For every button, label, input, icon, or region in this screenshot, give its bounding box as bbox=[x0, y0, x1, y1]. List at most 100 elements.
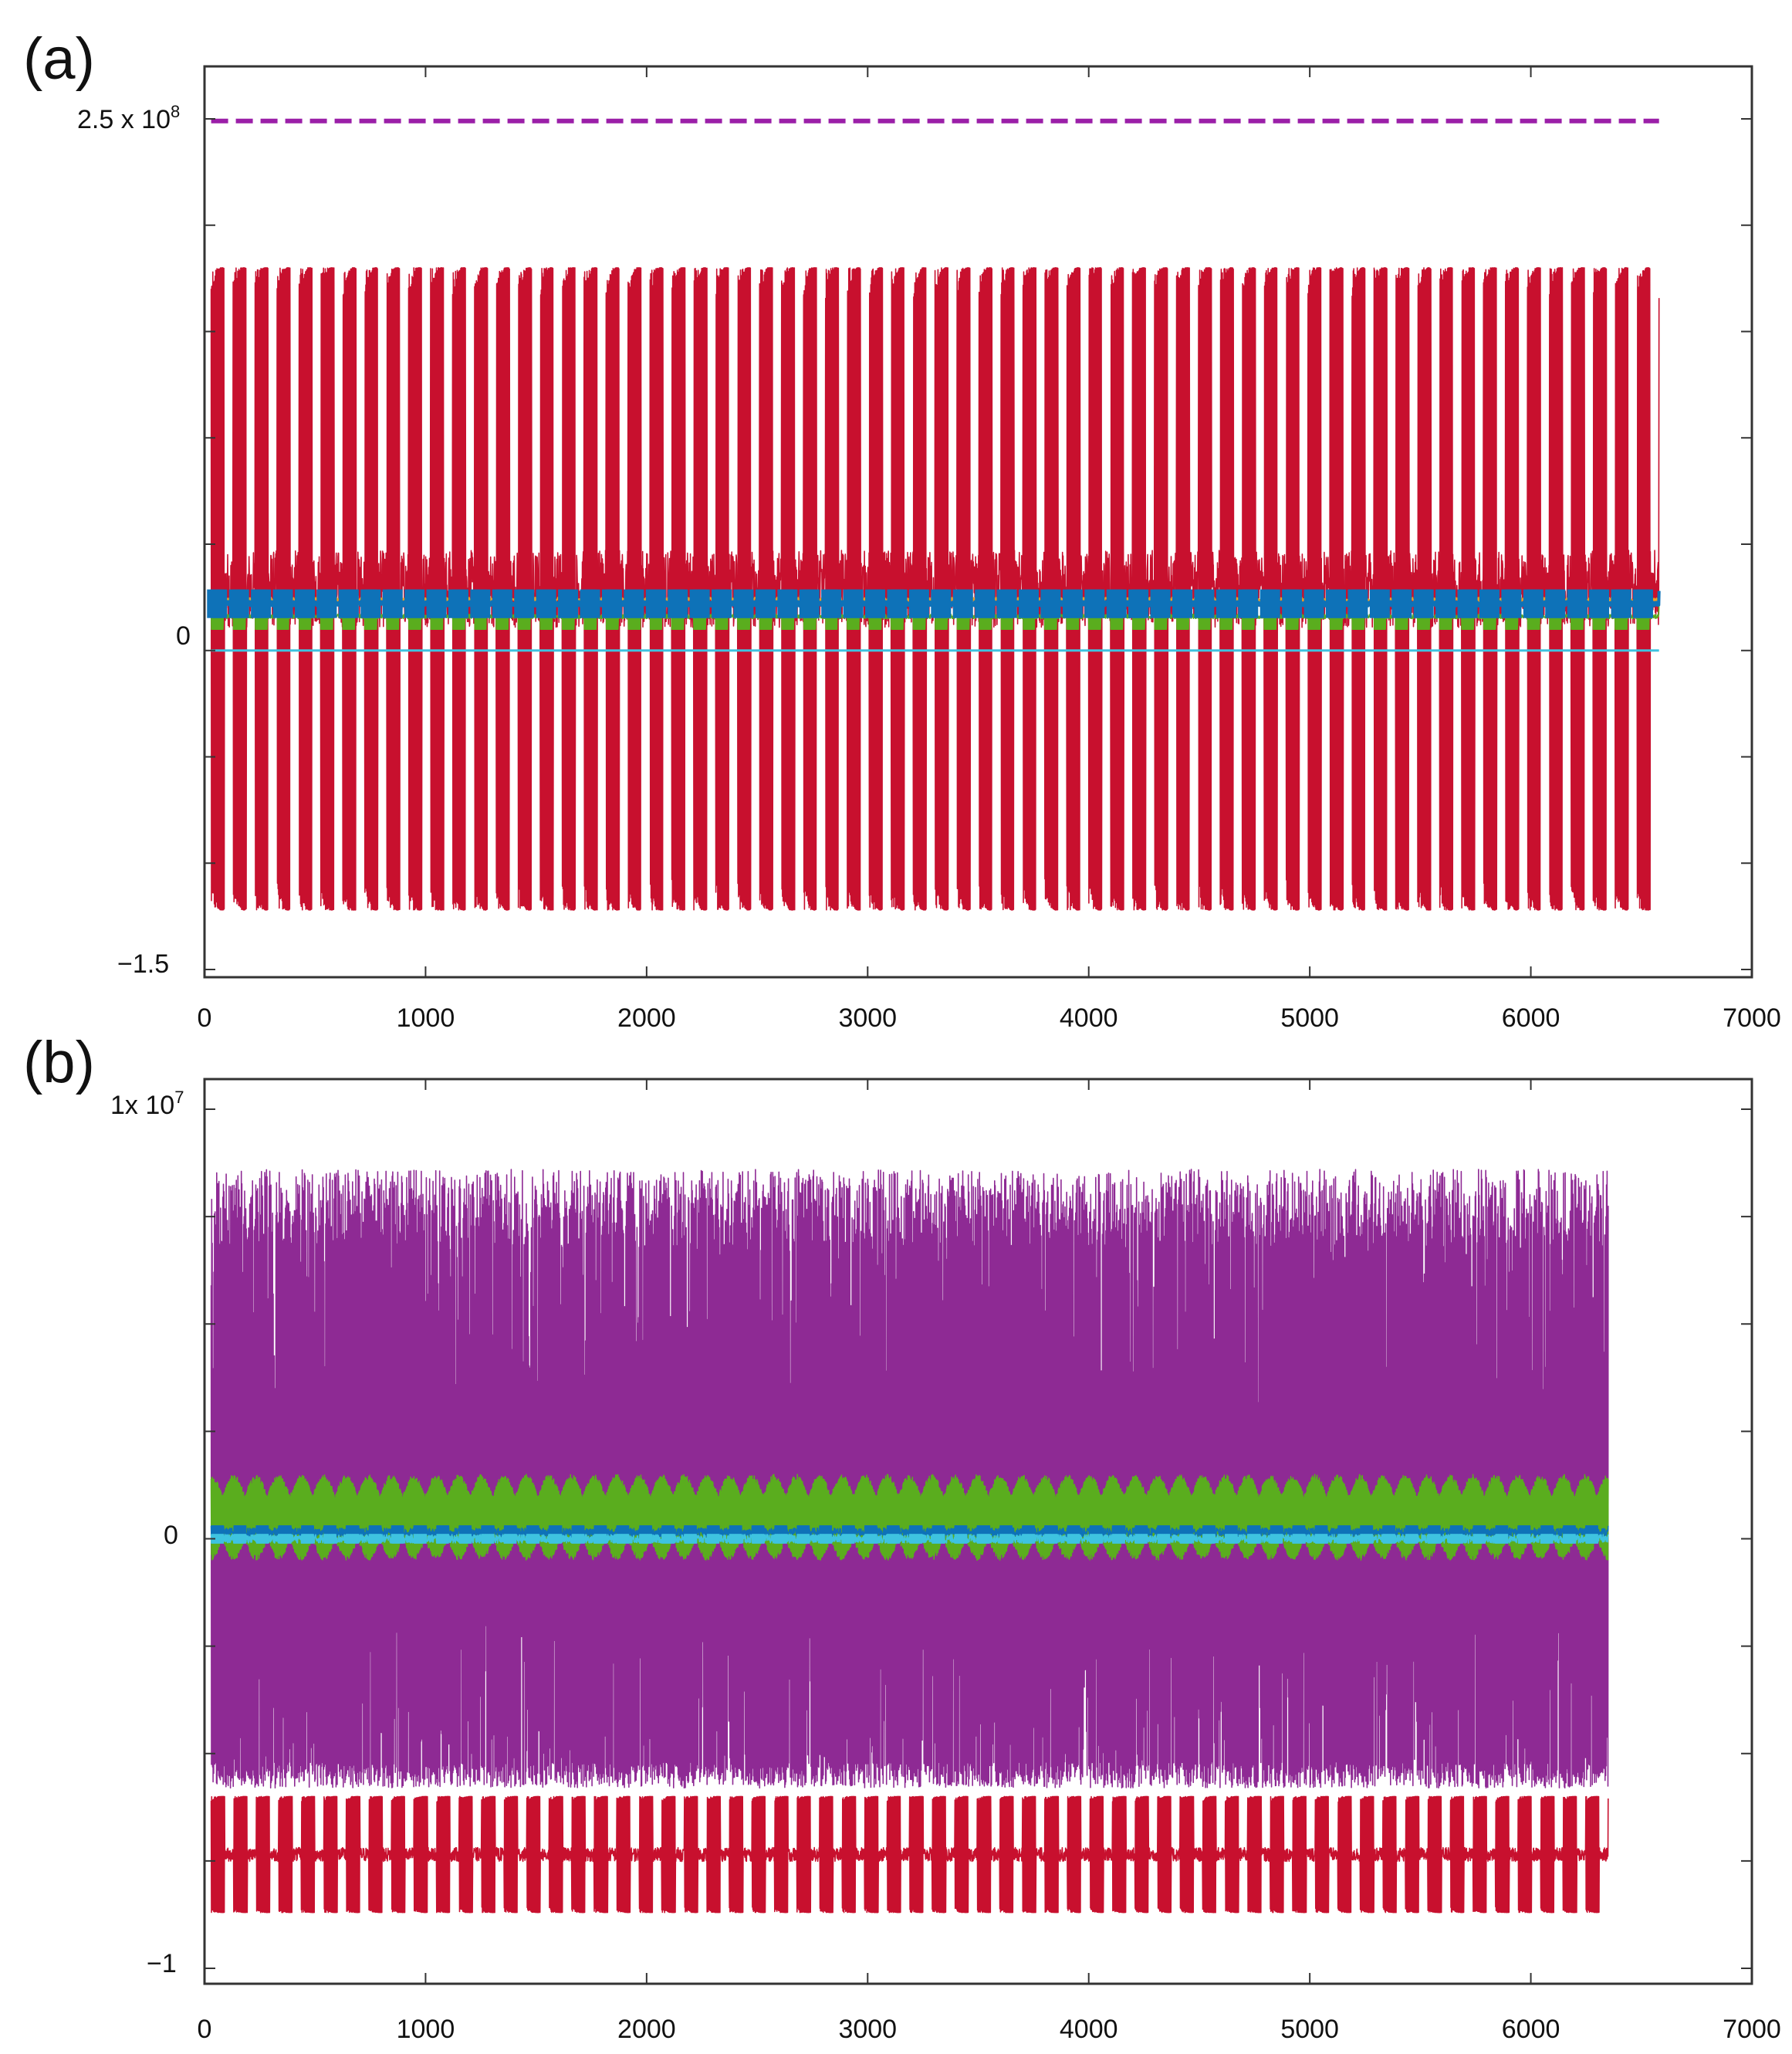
panel-a-blue-block bbox=[251, 589, 272, 618]
panel-b-frame bbox=[203, 1078, 1753, 1985]
panel-b-series-red-oscillation bbox=[210, 1795, 1609, 1914]
panel-b-chart: (b) 0 1000 2000 3000 4000 5000 6000 7000 1x 107… bbox=[23, 1030, 1781, 2044]
panel-b-label: (b) bbox=[23, 1030, 95, 1095]
panel-a-blue-block bbox=[1238, 589, 1259, 618]
panel-b-x-tick-label: 2000 bbox=[617, 2015, 676, 2044]
panel-a-blue-block bbox=[1457, 589, 1478, 618]
panel-a-blue-block bbox=[1391, 589, 1412, 618]
panel-a-blue-block bbox=[1632, 589, 1653, 618]
panel-a-x-tick-label: 0 bbox=[198, 1003, 212, 1033]
panel-a-blue-block bbox=[1567, 589, 1587, 618]
panel-b-x-ticks: 0 1000 2000 3000 4000 5000 6000 7000 bbox=[198, 1079, 1781, 2044]
panel-b-y-tick-zero: 0 bbox=[164, 1521, 178, 1550]
panel-a-blue-block bbox=[558, 589, 579, 618]
panel-a-blue-block bbox=[294, 589, 315, 618]
panel-a-x-tick-label: 5000 bbox=[1280, 1003, 1339, 1033]
panel-a-blue-block bbox=[1172, 589, 1193, 618]
panel-a-blue-block bbox=[1589, 589, 1610, 618]
panel-a-x-tick-label: 6000 bbox=[1502, 1003, 1560, 1033]
panel-a-blue-block bbox=[689, 589, 710, 618]
panel-b-x-tick-label: 3000 bbox=[838, 2015, 897, 2044]
panel-a-blue-block bbox=[316, 589, 337, 618]
panel-a-blue-block bbox=[1128, 589, 1149, 618]
panel-b-y-ticks bbox=[205, 1108, 1752, 1969]
panel-a-x-tick-label: 3000 bbox=[838, 1003, 897, 1033]
panel-a-blue-block bbox=[1106, 589, 1127, 618]
panel-a-blue-block bbox=[668, 589, 688, 618]
panel-a-blue-block bbox=[843, 589, 864, 618]
panel-a-blue-block bbox=[338, 589, 359, 618]
panel-a-blue-block bbox=[514, 589, 535, 618]
panel-b-x-tick-label: 5000 bbox=[1280, 2015, 1339, 2044]
panel-a-blue-block bbox=[1413, 589, 1434, 618]
panel-b-x-tick-label: 0 bbox=[198, 2015, 212, 2044]
panel-a-blue-block bbox=[975, 589, 996, 618]
panel-a-x-tick-label: 2000 bbox=[617, 1003, 676, 1033]
panel-a-blue-block bbox=[733, 589, 754, 618]
panel-a-blue-block bbox=[1611, 589, 1631, 618]
panel-a-blue-block bbox=[865, 589, 886, 618]
panel-a-blue-block bbox=[887, 589, 908, 618]
panel-a-blue-block bbox=[1084, 589, 1105, 618]
panel-a-blue-block bbox=[1303, 589, 1324, 618]
panel-a-blue-block bbox=[1501, 589, 1522, 618]
panel-a-series-red-oscillation bbox=[210, 267, 1660, 911]
panel-a-x-ticks: 0 1000 2000 3000 4000 5000 6000 7000 bbox=[198, 66, 1781, 1033]
panel-a-blue-block bbox=[1150, 589, 1171, 618]
panel-b-x-tick-label: 1000 bbox=[397, 2015, 455, 2044]
panel-a-blue-block bbox=[1523, 589, 1543, 618]
panel-b-y-tick-bottom: −1 bbox=[147, 1949, 177, 1978]
panel-a-blue-block bbox=[1062, 589, 1083, 618]
panel-a-x-tick-label: 7000 bbox=[1723, 1003, 1781, 1033]
panel-b-x-tick-label: 4000 bbox=[1060, 2015, 1118, 2044]
panel-a-y-tick-top: 2.5 x 108 bbox=[77, 102, 180, 134]
panel-a-blue-block bbox=[492, 589, 512, 618]
panel-a-blue-block bbox=[1479, 589, 1500, 618]
panel-a-blue-block bbox=[931, 589, 952, 618]
panel-a-y-tick-zero: 0 bbox=[176, 621, 191, 651]
panel-b-series-green-oscillation bbox=[210, 1474, 1609, 1561]
panel-a-blue-block bbox=[580, 589, 600, 618]
panel-a-x-tick-label: 4000 bbox=[1060, 1003, 1118, 1033]
panel-a-blue-block bbox=[1259, 589, 1280, 618]
panel-a-blue-block bbox=[755, 589, 776, 618]
panel-b-series-cyan bbox=[210, 1534, 1609, 1544]
panel-a-blue-block bbox=[1545, 589, 1566, 618]
panel-b-x-tick-label: 7000 bbox=[1723, 2015, 1781, 2044]
panel-a-blue-block bbox=[470, 589, 491, 618]
panel-a-blue-block bbox=[207, 589, 228, 618]
panel-a-y-tick-bottom: −1.5 bbox=[117, 949, 169, 979]
panel-a-blue-block bbox=[799, 589, 820, 618]
panel-a-x-tick-label: 1000 bbox=[397, 1003, 455, 1033]
panel-a-blue-block bbox=[1435, 589, 1456, 618]
panel-a-blue-block bbox=[1325, 589, 1346, 618]
panel-a-blue-block bbox=[952, 589, 973, 618]
panel-a-blue-block bbox=[426, 589, 447, 618]
panel-a-blue-block bbox=[1369, 589, 1390, 618]
panel-a-blue-block bbox=[624, 589, 644, 618]
panel-b-y-tick-top: 1x 107 bbox=[110, 1088, 184, 1120]
panel-a-blue-block bbox=[1194, 589, 1215, 618]
panel-a-blue-block bbox=[536, 589, 556, 618]
panel-a-blue-block bbox=[712, 589, 732, 618]
panel-a-blue-block bbox=[448, 589, 468, 618]
panel-b-x-tick-label: 6000 bbox=[1502, 2015, 1560, 2044]
panel-a-chart: (a) 0 1000 2000 3000 4000 5000 6000 7000 2.5 x … bbox=[23, 26, 1781, 1033]
panel-a-blue-block bbox=[601, 589, 622, 618]
panel-a-blue-block bbox=[1216, 589, 1236, 618]
panel-a-blue-block bbox=[1282, 589, 1303, 618]
panel-a-blue-block bbox=[821, 589, 842, 618]
panel-a-series bbox=[207, 118, 1661, 911]
panel-a-blue-block bbox=[1019, 589, 1040, 618]
panel-a-blue-block bbox=[360, 589, 381, 618]
panel-a-y-ticks bbox=[205, 118, 1752, 970]
panel-a-blue-block bbox=[228, 589, 249, 618]
panel-a-blue-block bbox=[382, 589, 403, 618]
panel-a-blue-block bbox=[1347, 589, 1368, 618]
panel-a-frame bbox=[203, 65, 1753, 979]
panel-a-label: (a) bbox=[23, 26, 95, 92]
panel-a-blue-block bbox=[1040, 589, 1061, 618]
panel-b-series bbox=[210, 1169, 1609, 1914]
panel-a-blue-block bbox=[272, 589, 293, 618]
